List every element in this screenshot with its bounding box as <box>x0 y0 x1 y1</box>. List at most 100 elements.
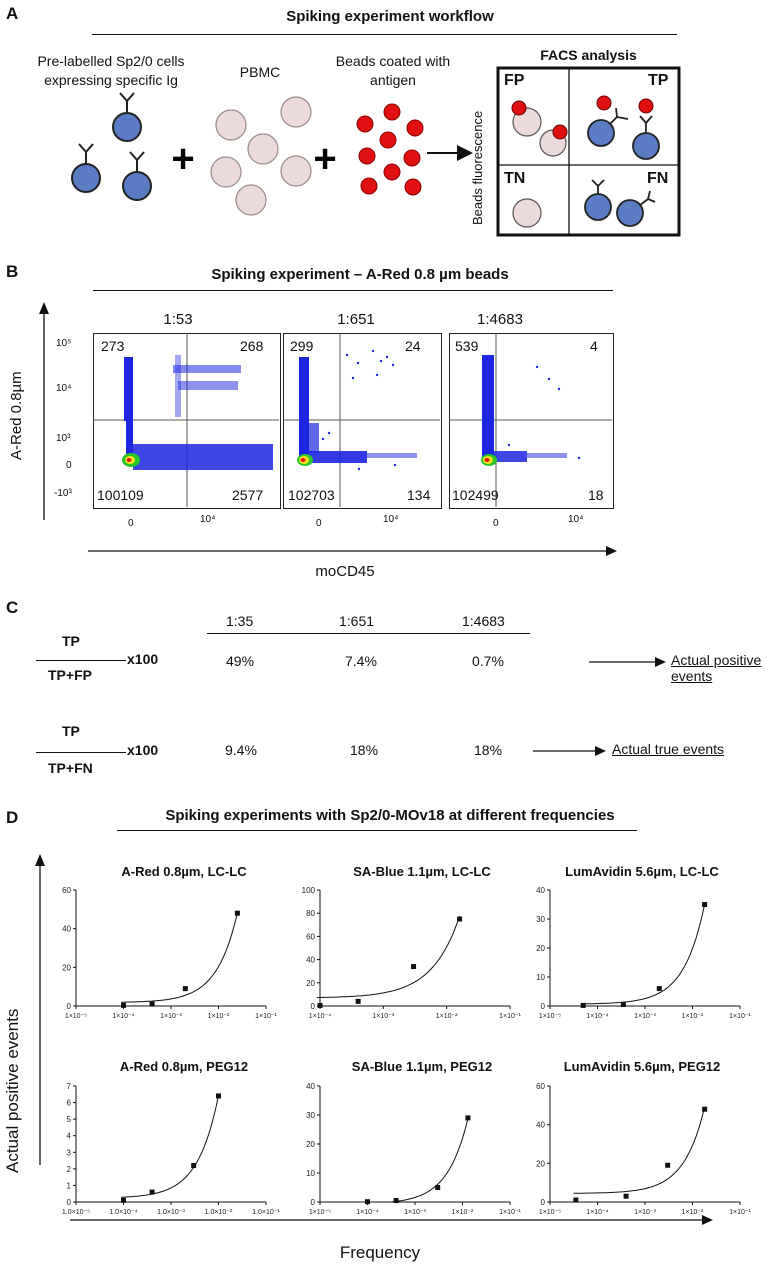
panel-b-xlabel: moCD45 <box>315 563 375 580</box>
panel-b-letter: B <box>6 262 19 281</box>
row2-result: Actual true events <box>612 741 725 757</box>
y-tick-label: 0 <box>67 1198 72 1207</box>
flow-plot-3 <box>449 333 614 509</box>
chart1-title: A-Red 0.8µm, LC-LC <box>121 864 247 879</box>
data-point <box>365 1199 370 1205</box>
x-tick-label: 1×10⁻⁴ <box>309 1013 331 1020</box>
data-point <box>457 916 463 922</box>
x-tick-label: 1×10⁻³ <box>404 1209 426 1216</box>
ytick-0: 0 <box>66 460 72 471</box>
y-tick-label: 10 <box>306 1169 315 1178</box>
plot3-xtick-1e4: 10⁴ <box>568 514 584 525</box>
x-tick-label: 1×10⁻⁴ <box>356 1209 378 1216</box>
chart-a-red-peg12: 0 1 2 3 4 5 6 7 1.0×10⁻⁵ 1.0×10⁻⁴ 1.0×10⁻³ 1.0×10⁻²… <box>62 1082 281 1216</box>
y-tick-label: 60 <box>306 932 315 941</box>
sp20-cell-icon <box>71 92 152 201</box>
row2-multiplier: x100 <box>127 742 159 758</box>
tn-quadrant-icons <box>512 198 542 228</box>
x-tick-label: 1.0×10⁻² <box>205 1209 233 1216</box>
plus-sign-2: + <box>313 137 336 181</box>
x-tick-label: 1×10⁻¹ <box>729 1013 751 1020</box>
chart-sa-blue-peg12: 0 10 20 30 40 1×10⁻⁵ 1×10⁻⁴ 1×10⁻³ 1×10⁻² 1×10⁻¹ <box>306 1082 521 1216</box>
panel-d-title: Spiking experiments with Sp2/0-MOv18 at … <box>165 807 615 824</box>
flow-plot-2-dots <box>283 333 440 507</box>
data-point <box>465 1115 471 1121</box>
fit-curve <box>573 1106 706 1194</box>
panel-c-rule <box>207 633 530 634</box>
x-tick-label: 1×10⁻² <box>682 1209 704 1216</box>
x-tick-label: 1×10⁻³ <box>634 1209 656 1216</box>
x-tick-label: 1×10⁻⁵ <box>65 1013 87 1020</box>
facs-box <box>496 66 681 237</box>
plot1-ur-count: 268 <box>240 338 264 354</box>
data-point <box>121 1197 126 1203</box>
plot2-ul-count: 299 <box>290 338 314 354</box>
x-tick-label: 1.0×10⁻⁴ <box>109 1209 137 1216</box>
quadrant-tn: TN <box>504 170 526 187</box>
y-tick-label: 40 <box>62 925 71 934</box>
panel-d-rule <box>117 830 637 831</box>
row1-multiplier: x100 <box>127 651 159 667</box>
facs-title: FACS analysis <box>540 47 637 63</box>
row2-val-2: 18% <box>350 742 379 758</box>
fit-curve <box>121 1095 219 1198</box>
x-tick-label: 1×10⁻⁴ <box>586 1013 608 1020</box>
x-tick-label: 1×10⁻⁵ <box>539 1013 561 1020</box>
row2-arrow-icon <box>533 746 606 756</box>
x-tick-label: 1.0×10⁻⁵ <box>62 1209 90 1216</box>
chart3-title: LumAvidin 5.6µm, LC-LC <box>565 864 719 879</box>
row1-result: Actual positive events <box>671 652 762 684</box>
fn-quadrant-icons <box>584 179 656 227</box>
y-tick-label: 40 <box>536 1121 545 1130</box>
data-point <box>234 910 240 916</box>
panel-c-letter: C <box>6 598 19 617</box>
data-point <box>149 1001 155 1007</box>
plot3-ratio: 1:4683 <box>477 311 523 328</box>
row1-arrow-icon <box>589 657 666 667</box>
plot2-xtick-1e4: 10⁴ <box>383 514 399 525</box>
panel-a-title: Spiking experiment workflow <box>286 8 494 25</box>
y-tick-label: 4 <box>67 1132 72 1141</box>
data-point <box>355 998 361 1004</box>
y-tick-label: 7 <box>67 1082 72 1091</box>
flow-plot-1-dots <box>93 333 279 507</box>
fp-quadrant-icons <box>511 100 568 157</box>
x-tick-label: 1×10⁻² <box>436 1013 458 1020</box>
beads-label: Beads coated with antigen <box>335 53 451 88</box>
plot3-lr-count: 18 <box>588 487 604 503</box>
chart5-title: SA-Blue 1.1µm, PEG12 <box>351 1059 493 1074</box>
plot3-ur-count: 4 <box>590 338 598 354</box>
x-tick-label: 1×10⁻¹ <box>255 1013 277 1020</box>
row2-denominator: TP+FN <box>48 760 93 776</box>
x-tick-label: 1×10⁻⁵ <box>539 1209 561 1216</box>
panel-d-xlabel: Frequency <box>339 1243 421 1262</box>
chart6-title: LumAvidin 5.6µm, PEG12 <box>563 1059 721 1074</box>
y-tick-label: 40 <box>306 1082 315 1091</box>
y-tick-label: 0 <box>541 1002 546 1011</box>
plot2-ratio: 1:651 <box>337 311 375 328</box>
data-point <box>702 902 708 907</box>
x-tick-label: 1×10⁻³ <box>372 1013 394 1020</box>
tp-quadrant-icons <box>587 95 660 160</box>
y-tick-label: 40 <box>306 956 315 965</box>
row2-fraction-line <box>36 752 126 753</box>
y-tick-label: 100 <box>302 886 316 895</box>
plot2-lr-count: 134 <box>407 487 431 503</box>
row1-val-1: 49% <box>226 653 255 669</box>
x-tick-label: 1×10⁻¹ <box>729 1209 751 1216</box>
data-point <box>182 986 188 992</box>
row1-numerator: TP <box>62 633 80 649</box>
y-tick-label: 10 <box>536 973 545 982</box>
plot1-ll-count: 100109 <box>97 487 144 503</box>
x-tick-label: 1.0×10⁻¹ <box>252 1209 280 1216</box>
y-tick-label: 80 <box>306 909 315 918</box>
x-tick-label: 1×10⁻³ <box>160 1013 182 1020</box>
plot3-ll-count: 102499 <box>452 487 499 503</box>
y-tick-label: 0 <box>311 1002 316 1011</box>
header-1-4683: 1:4683 <box>462 613 505 629</box>
plot1-lr-count: 2577 <box>232 487 264 503</box>
panel-d-axes <box>35 854 713 1225</box>
y-tick-label: 1 <box>67 1181 72 1190</box>
y-tick-label: 60 <box>62 886 71 895</box>
panel-b-axes <box>39 302 617 556</box>
